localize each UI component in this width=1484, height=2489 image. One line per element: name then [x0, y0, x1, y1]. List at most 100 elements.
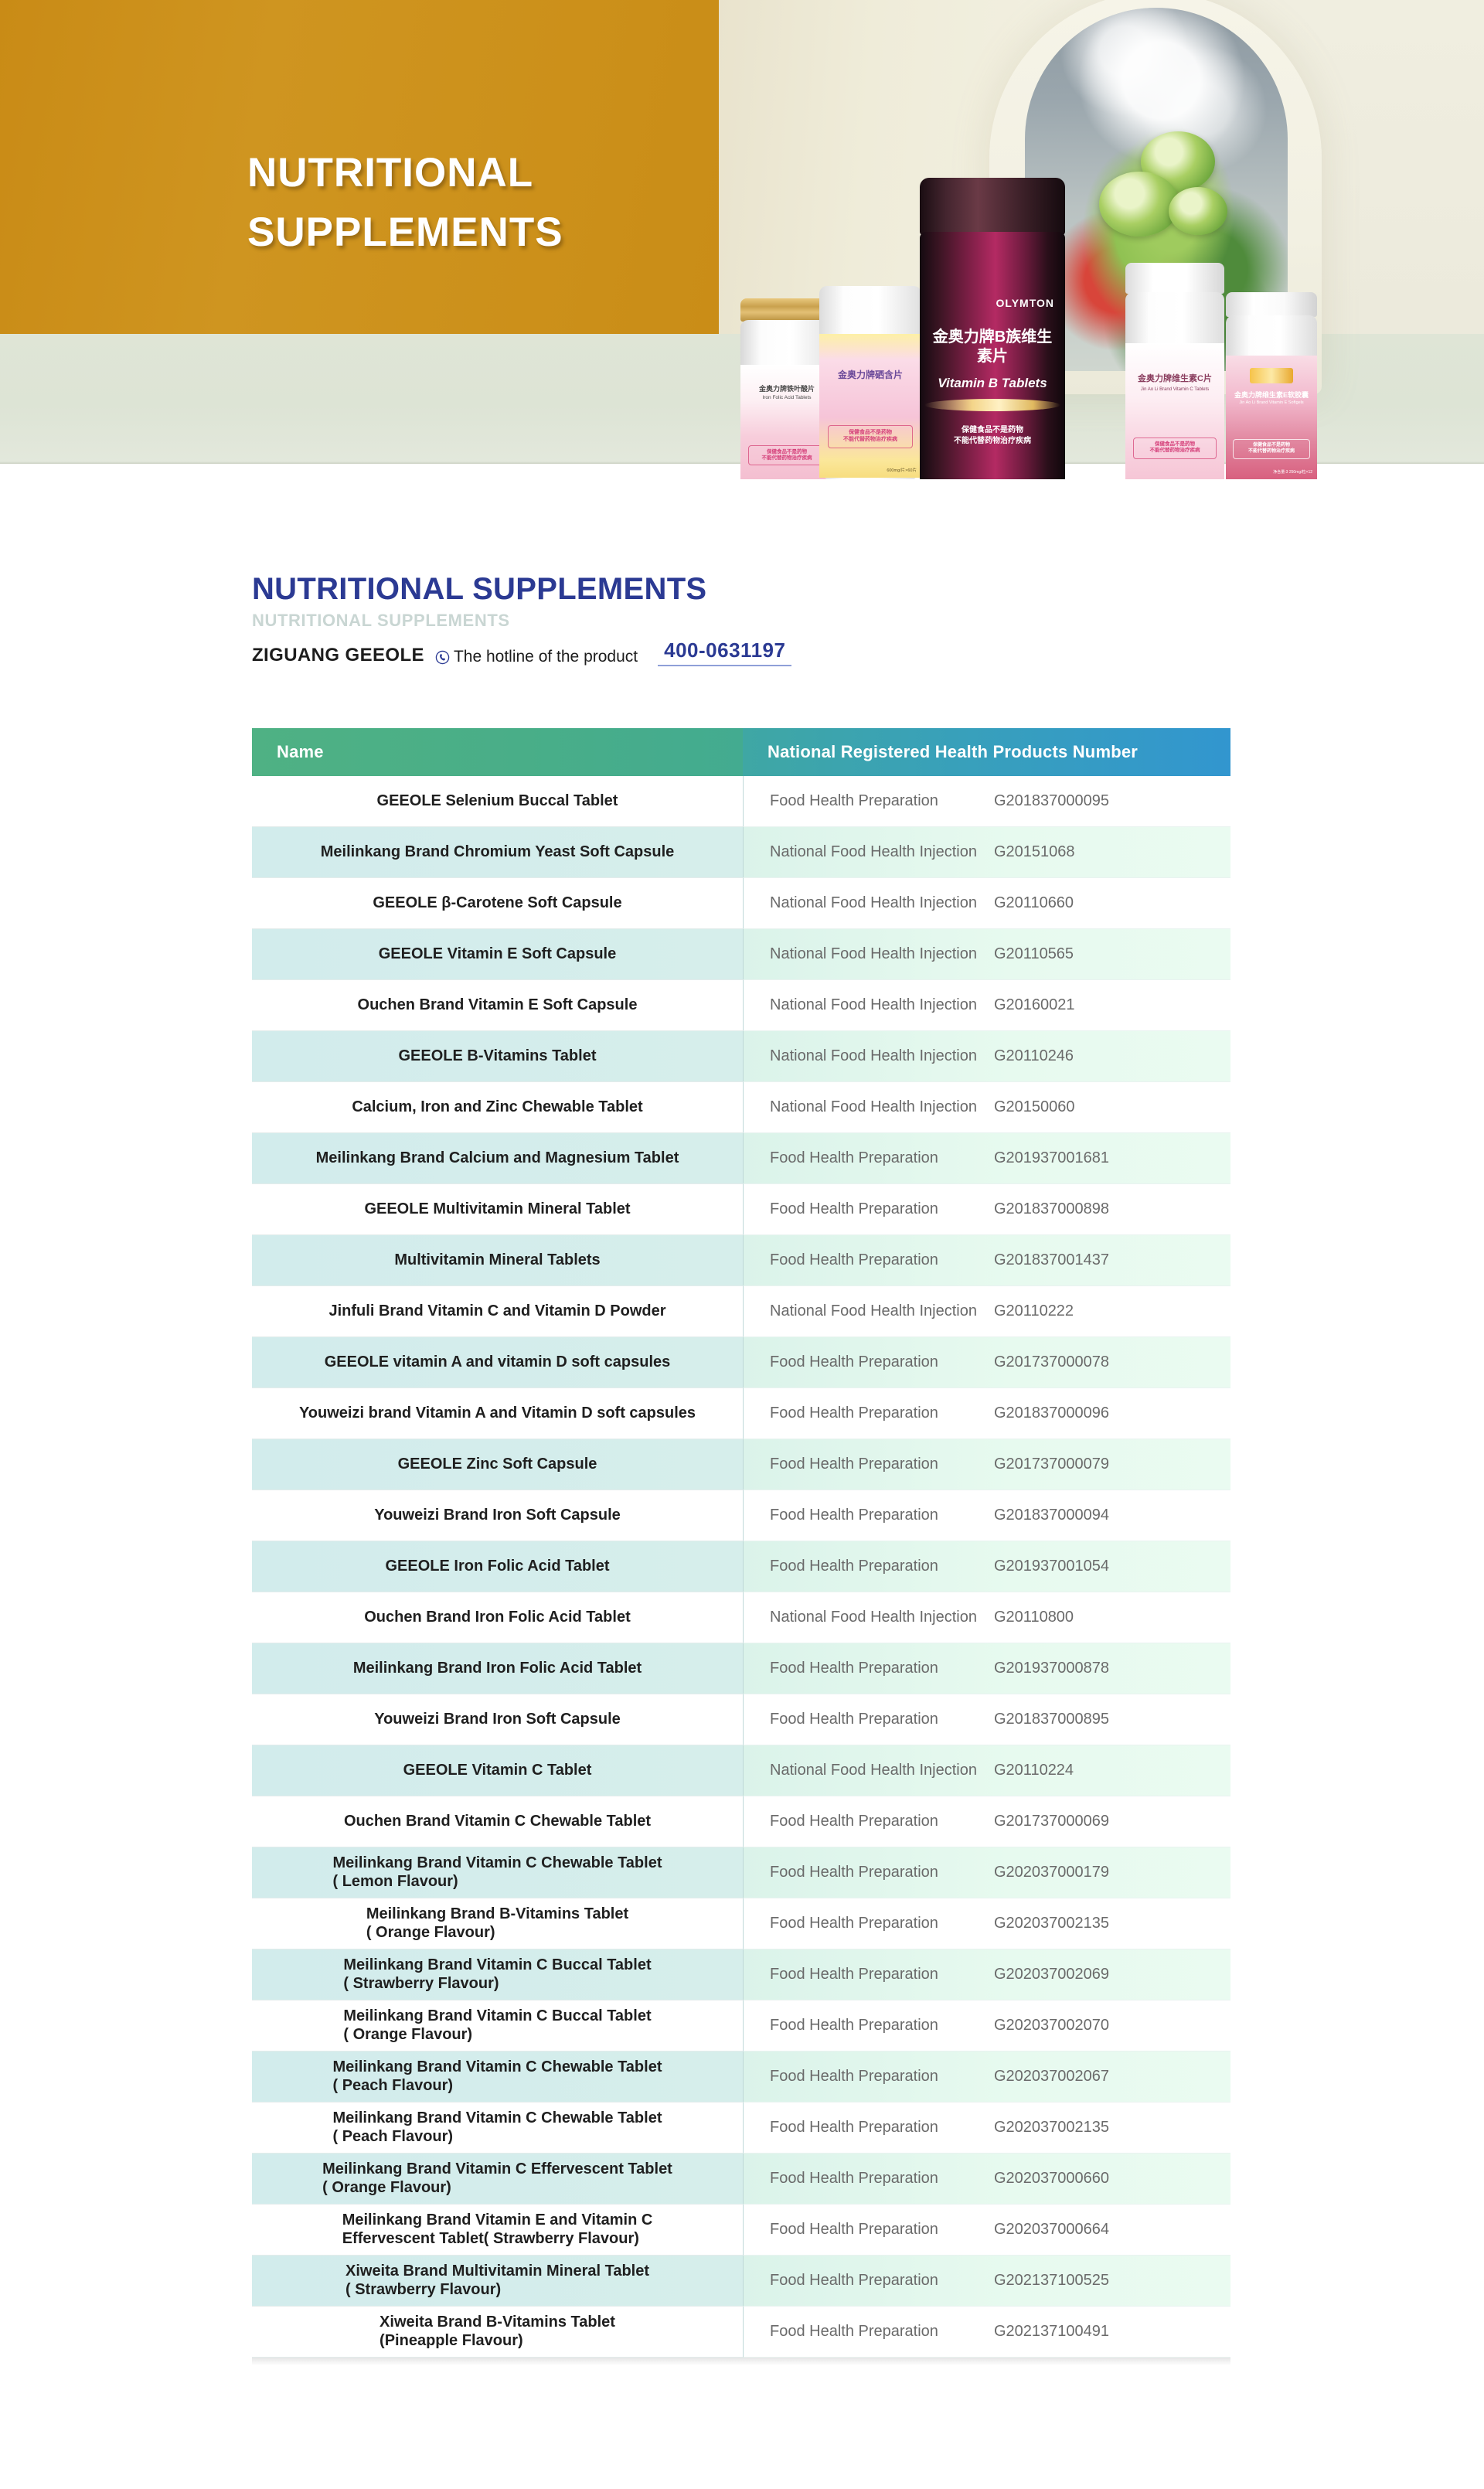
product-name-line2: ( Strawberry Flavour) [345, 2280, 502, 2298]
column-header-name: Name [252, 728, 743, 776]
product-name-line1: Jinfuli Brand Vitamin C and Vitamin D Po… [328, 1302, 666, 1319]
cell-registration: Food Health Preparation G202037000179 [743, 1847, 1230, 1898]
product-name-line1: Meilinkang Brand Iron Folic Acid Tablet [352, 1659, 642, 1677]
cell-product-name: Xiweita Brand Multivitamin Mineral Table… [252, 2256, 743, 2307]
registration-type: Food Health Preparation [770, 1200, 938, 1217]
bottle-label: 金奥力牌硒含片 保健食品不是药物 不能代替药物治疗疾病 600mg/片×60片 [819, 334, 921, 478]
product-name-line1: GEEOLE Zinc Soft Capsule [397, 1455, 597, 1473]
cell-registration: Food Health Preparation G201937000878 [743, 1643, 1230, 1694]
registration-type: Food Health Preparation [770, 1149, 938, 1166]
registration-type: Food Health Preparation [770, 2169, 938, 2187]
registration-type: National Food Health Injection [770, 1608, 977, 1626]
cell-registration: Food Health Preparation G202037002070 [743, 2000, 1230, 2051]
hero-banner: NUTRITIONAL SUPPLEMENTS 金奥力牌铁叶酸片 Iron Fo… [0, 0, 1484, 479]
product-name-line1: GEEOLE Vitamin E Soft Capsule [378, 945, 617, 962]
column-header-registration-number: National Registered Health Products Numb… [743, 728, 1230, 776]
product-name-line1: Meilinkang Brand Calcium and Magnesium T… [315, 1149, 679, 1166]
table-row: Meilinkang Brand B-Vitamins Tablet( Oran… [252, 1898, 1230, 1949]
product-name-line2: ( Peach Flavour) [332, 2076, 454, 2094]
cell-registration: Food Health Preparation G201837000096 [743, 1388, 1230, 1439]
registration-number: G202137100491 [994, 2322, 1110, 2340]
product-bottle-vitamin-b: OLYMTON 金奥力牌B族维生素片 Vitamin B Tablets 保健食… [920, 178, 1065, 479]
product-name-line1: GEEOLE B-Vitamins Tablet [398, 1047, 597, 1064]
cell-product-name: GEEOLE Iron Folic Acid Tablet [252, 1541, 743, 1592]
hero-title-line1: NUTRITIONAL [247, 150, 534, 196]
registration-number: G20110224 [994, 1761, 1074, 1779]
registration-type: Food Health Preparation [770, 1863, 938, 1881]
cell-registration: Food Health Preparation G202037002069 [743, 1949, 1230, 2000]
section-heading: NUTRITIONAL SUPPLEMENTS NUTRITIONAL SUPP… [252, 572, 1179, 666]
registration-number: G202037002070 [994, 2016, 1110, 2034]
bottle-cap [1125, 263, 1224, 294]
cell-registration: National Food Health Injection G20110224 [743, 1745, 1230, 1796]
registration-type: National Food Health Injection [770, 996, 977, 1013]
table-row: Calcium, Iron and Zinc Chewable Tablet Na… [252, 1082, 1230, 1133]
cell-product-name: Meilinkang Brand Iron Folic Acid Tablet [252, 1643, 743, 1694]
product-bottle-vitamin-c: 金奥力牌维生素C片 Jin Ao Li Brand Vitamin C Tabl… [1125, 263, 1224, 479]
registration-type: National Food Health Injection [770, 894, 977, 911]
table-body: GEEOLE Selenium Buccal Tablet Food Health… [252, 776, 1230, 2358]
registration-type: Food Health Preparation [770, 1353, 938, 1370]
bottle-warning-box: 保健食品不是药物 不能代替药物治疗疾病 [827, 425, 914, 448]
registration-number: G201937001054 [994, 1557, 1110, 1575]
cell-registration: Food Health Preparation G201737000069 [743, 1796, 1230, 1847]
table-row: Meilinkang Brand Calcium and Magnesium T… [252, 1133, 1230, 1184]
product-name-line1: Multivitamin Mineral Tablets [394, 1251, 601, 1268]
registration-type: Food Health Preparation [770, 1506, 938, 1524]
bottle-net-weight: 净含量:3 250mg/粒×12 [1273, 470, 1312, 475]
cell-registration: Food Health Preparation G201837001437 [743, 1235, 1230, 1286]
cell-product-name: GEEOLE Selenium Buccal Tablet [252, 776, 743, 827]
registration-number: G201737000078 [994, 1353, 1110, 1370]
table-row: Ouchen Brand Vitamin C Chewable Tablet Fo… [252, 1796, 1230, 1847]
registration-type: National Food Health Injection [770, 945, 977, 962]
hero-title: NUTRITIONAL SUPPLEMENTS [247, 144, 804, 263]
table-bottom-shadow [252, 2358, 1230, 2365]
registration-number: G201937000878 [994, 1659, 1110, 1677]
hotline-label: The hotline of the product [453, 648, 638, 666]
registration-number: G20110565 [994, 945, 1074, 962]
phone-in-circle-icon [435, 650, 450, 665]
bottle-warning-text: 保健食品不是药物 不能代替药物治疗疾病 [1247, 443, 1295, 454]
cell-product-name: Youweizi Brand Iron Soft Capsule [252, 1694, 743, 1745]
bottle-gold-swoosh [924, 399, 1060, 411]
product-name-line1: Meilinkang Brand Vitamin E and Vitamin C [342, 2211, 653, 2229]
table-row: GEEOLE Multivitamin Mineral Tablet Food H… [252, 1184, 1230, 1235]
table-row: Meilinkang Brand Vitamin C Effervescent … [252, 2154, 1230, 2205]
cell-registration: National Food Health Injection G20151068 [743, 827, 1230, 878]
cell-registration: Food Health Preparation G201837000095 [743, 776, 1230, 827]
bottle-label: 金奥力牌维生素C片 Jin Ao Li Brand Vitamin C Tabl… [1125, 343, 1224, 479]
registration-type: National Food Health Injection [770, 843, 977, 860]
registration-type: Food Health Preparation [770, 1251, 938, 1268]
cell-product-name: Meilinkang Brand B-Vitamins Tablet( Oran… [252, 1898, 743, 1949]
cell-registration: National Food Health Injection G20110246 [743, 1031, 1230, 1082]
bottle-label-cn: 金奥力牌B族维生素片 [932, 329, 1053, 365]
cell-product-name: Jinfuli Brand Vitamin C and Vitamin D Po… [252, 1286, 743, 1337]
table-row: GEEOLE Zinc Soft Capsule Food Health Prep… [252, 1439, 1230, 1490]
registration-number: G201837001437 [994, 1251, 1110, 1268]
registration-number: G202037002135 [994, 2118, 1110, 2136]
cell-registration: Food Health Preparation G202037002067 [743, 2051, 1230, 2103]
table-row: GEEOLE Vitamin E Soft Capsule National Fo… [252, 929, 1230, 980]
bottle-label-en: Iron Folic Acid Tablets [762, 395, 812, 401]
cell-registration: Food Health Preparation G201837000094 [743, 1490, 1230, 1541]
cucumber-slice-icon [1099, 172, 1179, 237]
page-subtitle: NUTRITIONAL SUPPLEMENTS [252, 611, 510, 630]
bottle-label-en: Vitamin B Tablets [938, 376, 1047, 390]
product-name-line1: Meilinkang Brand Vitamin C Chewable Tabl… [332, 2109, 662, 2127]
cell-registration: Food Health Preparation G201737000078 [743, 1337, 1230, 1388]
products-table: Name National Registered Health Products… [252, 728, 1230, 2365]
hotline-number[interactable]: 400-0631197 [658, 638, 792, 666]
registration-number: G202037002135 [994, 1914, 1110, 1932]
cell-product-name: Meilinkang Brand Calcium and Magnesium T… [252, 1133, 743, 1184]
cell-product-name: Youweizi Brand Iron Soft Capsule [252, 1490, 743, 1541]
page-title: NUTRITIONAL SUPPLEMENTS [252, 572, 707, 606]
registration-number: G201937001681 [994, 1149, 1110, 1166]
product-name-line1: Meilinkang Brand Vitamin C Effervescent … [322, 2160, 672, 2178]
product-name-line1: Calcium, Iron and Zinc Chewable Tablet [352, 1098, 643, 1115]
cell-product-name: Meilinkang Brand Chromium Yeast Soft Cap… [252, 827, 743, 878]
product-name-line1: GEEOLE Vitamin C Tablet [403, 1761, 592, 1779]
table-row: Youweizi brand Vitamin A and Vitamin D s… [252, 1388, 1230, 1439]
registration-number: G201837000898 [994, 1200, 1110, 1217]
product-name-line1: GEEOLE Iron Folic Acid Tablet [385, 1557, 610, 1575]
registration-type: Food Health Preparation [770, 1965, 938, 1983]
